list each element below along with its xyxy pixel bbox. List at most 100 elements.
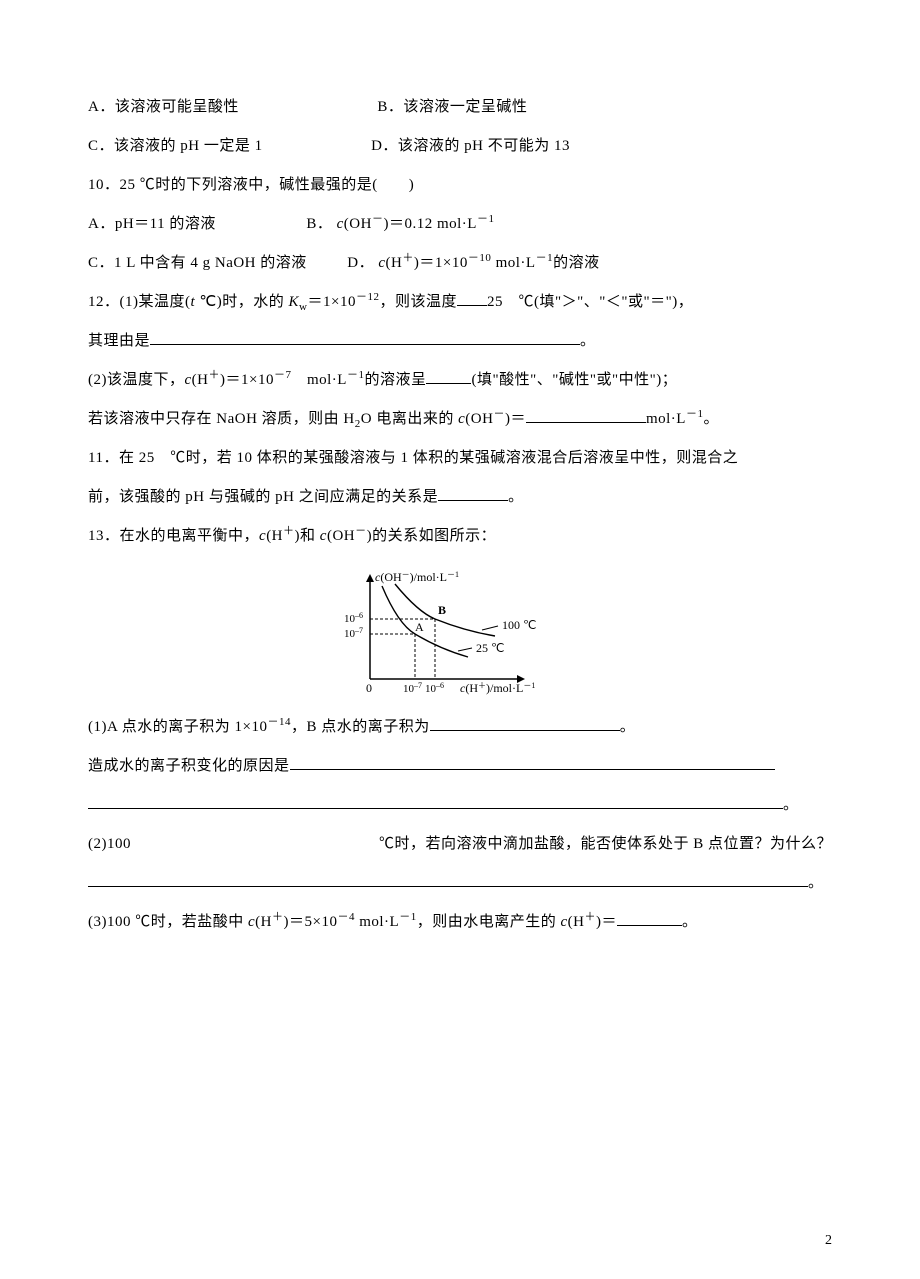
q10-d-pre: D． (347, 255, 374, 271)
q12-p3c: mol·L (291, 372, 347, 388)
svg-text:10–6: 10–6 (425, 681, 444, 695)
q10-b-sup: － (372, 213, 384, 225)
q10-d-h: (H (386, 255, 403, 271)
blank (457, 291, 487, 306)
q12-p3e: (填"酸性"、"碱性"或"中性")； (471, 372, 677, 388)
q12-p3a: (2)该温度下， (88, 372, 185, 388)
q13-p7: (3)100 ℃时，若盐酸中 c(H＋)＝5×10－4 mol·L－1，则由水电… (88, 903, 832, 942)
q13-p5a: (2)100 (88, 836, 131, 852)
q12-p2a: 其理由是 (88, 333, 150, 349)
figure-svg: 10–6 10–7 10–7 10–6 0 A B 100 ℃ 25 ℃ c(O… (320, 564, 600, 704)
q12-p4-sup: － (493, 408, 505, 420)
q13-p1c: 的关系如图所示： (372, 528, 496, 544)
q13-p7a: (3)100 ℃时，若盐酸中 (88, 914, 248, 930)
blank (526, 408, 646, 423)
blank (150, 330, 580, 345)
q11-p2b: 。 (508, 489, 524, 505)
q11-p1: 11．在 25 ℃时，若 10 体积的某强酸溶液与 1 体积的某强碱溶液混合后溶… (88, 439, 832, 478)
q13-p3a: 造成水的离子积变化的原因是 (88, 758, 290, 774)
q12-p3c-m1: －1 (347, 369, 365, 381)
q12-p3d: 的溶液呈 (364, 372, 426, 388)
q12-p4e: 。 (703, 411, 719, 427)
q9-row1: A．该溶液可能呈酸性 B．该溶液一定呈碱性 (88, 88, 832, 127)
q10-d-tail: 的溶液 (553, 255, 600, 271)
q13-p7c-m1: －1 (399, 911, 417, 923)
blank (290, 755, 775, 770)
q10-d-post: mol·L (491, 255, 535, 271)
q12-p1csup: －12 (356, 291, 380, 303)
q13-p2c: 。 (620, 719, 636, 735)
q12-p2b: 。 (580, 333, 596, 349)
blank (88, 872, 808, 887)
ion-product-figure: 10–6 10–7 10–7 10–6 0 A B 100 ℃ 25 ℃ c(O… (88, 564, 832, 704)
q13-p2: (1)A 点水的离子积为 1×10－14，B 点水的离子积为。 (88, 708, 832, 747)
blank (88, 794, 783, 809)
q10-c: C．1 L 中含有 4 g NaOH 的溶液 (88, 255, 307, 271)
page-number: 2 (825, 1233, 832, 1249)
q13-p4: 。 (88, 786, 832, 825)
q10-stem: 10．25 ℃时的下列溶液中，碱性最强的是( ) (88, 166, 832, 205)
svg-text:c(H＋)/mol·L－1: c(H＋)/mol·L－1 (460, 681, 535, 695)
q13-p1-h: (H (266, 528, 283, 544)
q9-row2: C．该溶液的 pH 一定是 1 D．该溶液的 pH 不可能为 13 (88, 127, 832, 166)
svg-text:10–6: 10–6 (344, 611, 363, 625)
q13-p1a: 13．在水的电离平衡中， (88, 528, 259, 544)
q13-p1b: 和 (300, 528, 320, 544)
q13-p5b: ℃时，若向溶液中滴加盐酸，能否使体系处于 B 点位置？为什么？ (379, 836, 832, 852)
blank (438, 486, 508, 501)
q12-p4c: ＝ (510, 411, 526, 427)
blank (426, 369, 471, 384)
q12-p1a: 12．(1)某温度( (88, 294, 191, 310)
q12-p4b: O 电离出来的 (361, 411, 458, 427)
q12-p3bsup: －7 (274, 369, 292, 381)
svg-text:100 ℃: 100 ℃ (502, 618, 536, 632)
q13-p7-c2: c (560, 914, 567, 930)
svg-text:c(OH－)/mol·L－1: c(OH－)/mol·L－1 (375, 570, 459, 584)
q13-p1-oh: (OH (327, 528, 355, 544)
q12-p4d: mol·L (646, 411, 686, 427)
q12-p3b: ＝1×10 (226, 372, 274, 388)
q13-p7bsup: －4 (337, 911, 355, 923)
q12-p4d-m1: －1 (686, 408, 704, 420)
q12-kw: K (289, 294, 300, 310)
svg-text:10–7: 10–7 (403, 681, 422, 695)
q13-p2b: ，B 点水的离子积为 (291, 719, 430, 735)
q13-p7e: ＝ (601, 914, 617, 930)
svg-text:B: B (438, 603, 446, 617)
q12-p3-c: c (185, 372, 192, 388)
q10-b-m1: －1 (477, 213, 495, 225)
q13-p7b: ＝5×10 (289, 914, 337, 930)
svg-text:25 ℃: 25 ℃ (476, 641, 504, 655)
q13-p7-sup1: ＋ (272, 911, 284, 923)
q13-p1-sup2: － (355, 525, 367, 537)
q12-p1e: 25 ℃(填"＞"、"＜"或"＝")， (487, 294, 693, 310)
q9-b: B．该溶液一定呈碱性 (377, 99, 527, 115)
q12-p1: 12．(1)某温度(t ℃)时，水的 Kw＝1×10－12，则该温度25 ℃(填… (88, 283, 832, 322)
q13-p7-h2: (H (568, 914, 585, 930)
q10-d-c: c (378, 255, 385, 271)
q10-row1: A．pH＝11 的溶液 B． c(OH－)＝0.12 mol·L－1 (88, 205, 832, 244)
q13-p3: 造成水的离子积变化的原因是 (88, 747, 832, 786)
q13-p1-c2: c (320, 528, 327, 544)
q12-p3-sup: ＋ (209, 369, 221, 381)
q12-p1c: ＝1×10 (307, 294, 355, 310)
q13-p6b: 。 (808, 875, 824, 891)
q10-a: A．pH＝11 的溶液 (88, 216, 216, 232)
q9-a: A．该溶液可能呈酸性 (88, 99, 239, 115)
q10-row2: C．1 L 中含有 4 g NaOH 的溶液 D． c(H＋)＝1×10－10 … (88, 244, 832, 283)
q12-p2: 其理由是 。 (88, 322, 832, 361)
q12-p4: 若该溶液中只存在 NaOH 溶质，则由 H2O 电离出来的 c(OH－)＝mol… (88, 400, 832, 439)
blank (617, 911, 682, 926)
q13-p7c: mol·L (355, 914, 399, 930)
q12-p1d: ，则该温度 (379, 294, 457, 310)
q12-p3-h: (H (192, 372, 209, 388)
q9-d: D．该溶液的 pH 不可能为 13 (371, 138, 570, 154)
q9-c: C．该溶液的 pH 一定是 1 (88, 138, 263, 154)
q13-p1-sup1: ＋ (283, 525, 295, 537)
q12-p3: (2)该温度下，c(H＋)＝1×10－7 mol·L－1的溶液呈(填"酸性"、"… (88, 361, 832, 400)
q10-b-oh: (OH (344, 216, 372, 232)
q10-d-m1: －1 (536, 252, 554, 264)
q13-p7-h1: (H (255, 914, 272, 930)
q12-p4a: 若该溶液中只存在 NaOH 溶质，则由 H (88, 411, 355, 427)
q13-p7-sup2: ＋ (584, 911, 596, 923)
